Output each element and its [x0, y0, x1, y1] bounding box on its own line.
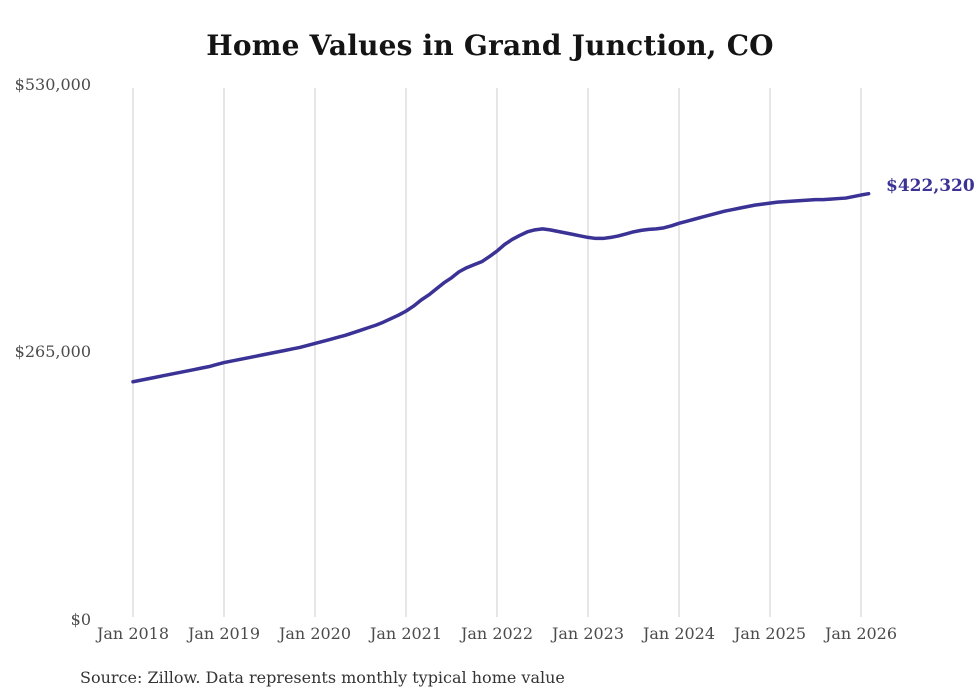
- x-tick-jan-2021: Jan 2021: [369, 624, 443, 643]
- x-tick-jan-2023: Jan 2023: [551, 624, 625, 643]
- x-tick-jan-2019: Jan 2019: [187, 624, 261, 643]
- chart-title: Home Values in Grand Junction, CO: [206, 29, 774, 62]
- home-value-line: [131, 191, 871, 384]
- current-value-label: $422,320: [886, 176, 975, 196]
- x-tick-jan-2022: Jan 2022: [460, 624, 534, 643]
- y-axis-label-265000: $265,000: [14, 342, 91, 361]
- source-note: Source: Zillow. Data represents monthly …: [80, 668, 565, 687]
- x-tick-jan-2026: Jan 2026: [824, 624, 898, 643]
- y-axis-label-0: $0: [70, 610, 91, 629]
- x-tick-jan-2024: Jan 2024: [642, 624, 716, 643]
- x-tick-jan-2020: Jan 2020: [278, 624, 352, 643]
- x-tick-jan-2018: Jan 2018: [96, 624, 170, 643]
- y-axis-label-530000: $530,000: [14, 75, 91, 94]
- x-tick-jan-2025: Jan 2025: [733, 624, 807, 643]
